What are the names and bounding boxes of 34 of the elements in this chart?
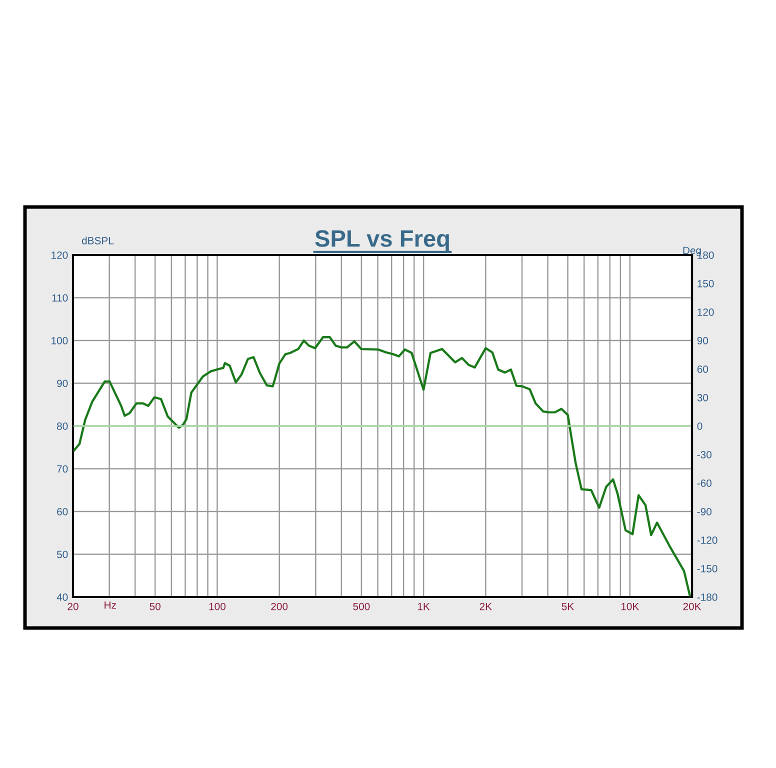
x-tick-label: 100 [209, 602, 226, 610]
x-axis-title: Hz [104, 601, 116, 609]
x-tick-label: 2K [480, 602, 492, 610]
y-tick-label: 40 [56, 594, 68, 601]
y2-tick-label: 90 [697, 337, 708, 344]
y-tick-label: 50 [56, 550, 68, 558]
y2-tick-label: -90 [697, 508, 712, 516]
y2-tick-label: 30 [697, 394, 708, 402]
y2-tick-label: -180 [697, 594, 718, 601]
y-tick-label: 110 [52, 294, 68, 302]
x-tick-label: 20 [68, 602, 78, 610]
y2-tick-label: 120 [698, 308, 714, 316]
x-tick-label: 10K [621, 602, 640, 610]
x-tick-label: 200 [271, 602, 288, 610]
y-tick-label: 90 [57, 380, 68, 388]
y2-tick-label: 150 [698, 280, 714, 288]
y-tick-label: 100 [52, 337, 68, 344]
y2-tick-label: -150 [697, 565, 718, 572]
y2-tick-label: 60 [697, 366, 708, 373]
x-tick-label: 50 [150, 602, 160, 610]
y-tick-label: 120 [52, 252, 68, 259]
x-tick-label: 20K [683, 602, 702, 610]
chart-title: SPL vs Freq [315, 230, 449, 252]
y-tick-label: 70 [57, 465, 68, 473]
y2-tick-label: -120 [697, 536, 718, 544]
y-axis-title: dBSPL [82, 236, 114, 244]
y2-tick-label: -30 [697, 451, 712, 458]
x-tick-label: 500 [353, 602, 370, 610]
y-tick-label: 60 [57, 508, 68, 516]
y2-tick-label: 0 [697, 422, 702, 430]
y-tick-label: 80 [57, 422, 68, 430]
x-tick-label: 5K [562, 602, 574, 610]
y2-tick-label: -60 [697, 480, 712, 487]
x-tick-label: 1K [418, 602, 430, 610]
